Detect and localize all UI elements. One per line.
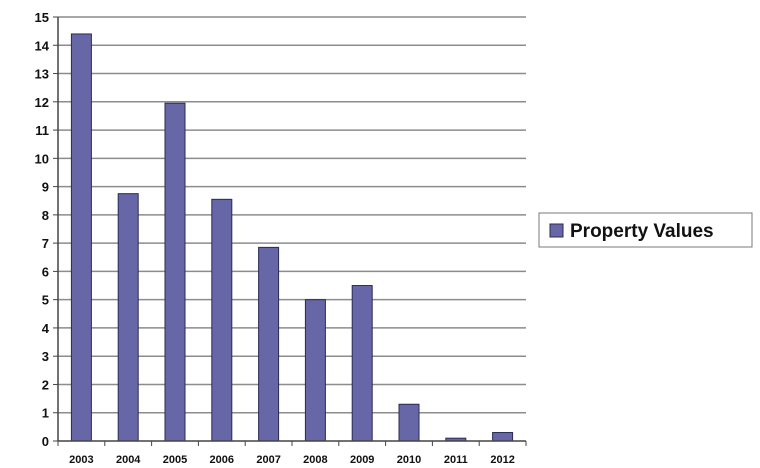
- legend-label: Property Values: [570, 221, 714, 242]
- y-tick-label: 5: [42, 293, 49, 308]
- bar-2005: [164, 102, 186, 442]
- x-tick-label: 2005: [163, 454, 187, 466]
- y-tick-label: 3: [42, 349, 49, 364]
- bar-2004: [117, 193, 139, 442]
- x-tick-label: 2003: [69, 454, 93, 466]
- bar-2006: [211, 198, 233, 442]
- y-tick-label: 6: [42, 264, 49, 279]
- bar-2009: [351, 285, 373, 442]
- y-tick-label: 9: [42, 180, 49, 195]
- legend-box: [538, 212, 753, 248]
- y-tick-label: 0: [42, 434, 49, 449]
- legend: Property Values: [538, 212, 753, 248]
- legend-swatch: [549, 223, 564, 238]
- bars: [70, 33, 514, 442]
- y-tick-label: 7: [42, 236, 49, 251]
- x-tick-label: 2004: [116, 454, 141, 466]
- y-tick-label: 1: [42, 406, 49, 421]
- bar-2007: [258, 246, 280, 442]
- y-tick-label: 4: [42, 321, 50, 336]
- x-tick-label: 2006: [210, 454, 234, 466]
- bar-2010: [398, 403, 420, 442]
- y-tick-label: 11: [35, 123, 49, 138]
- bar-2003: [70, 33, 92, 442]
- bar-2008: [304, 299, 326, 442]
- y-tick-label: 10: [35, 151, 49, 166]
- y-tick-label: 14: [35, 38, 50, 53]
- y-tick-label: 2: [42, 377, 49, 392]
- x-axis-tick-labels: 2003 2004 2005 2006 2007 2008 2009 2010 2011 2012: [69, 454, 515, 466]
- x-tick-label: 2010: [397, 454, 421, 466]
- x-tick-label: 2008: [303, 454, 327, 466]
- y-tick-label: 15: [35, 10, 49, 25]
- y-tick-label: 13: [35, 67, 49, 82]
- x-tick-label: 2012: [490, 454, 514, 466]
- y-tick-label: 8: [42, 208, 49, 223]
- x-tick-label: 2011: [444, 454, 468, 466]
- x-tick-label: 2007: [256, 454, 280, 466]
- x-tick-label: 2009: [350, 454, 374, 466]
- axes: [53, 16, 527, 446]
- bar-2012: [492, 432, 514, 442]
- y-tick-label: 12: [35, 95, 49, 110]
